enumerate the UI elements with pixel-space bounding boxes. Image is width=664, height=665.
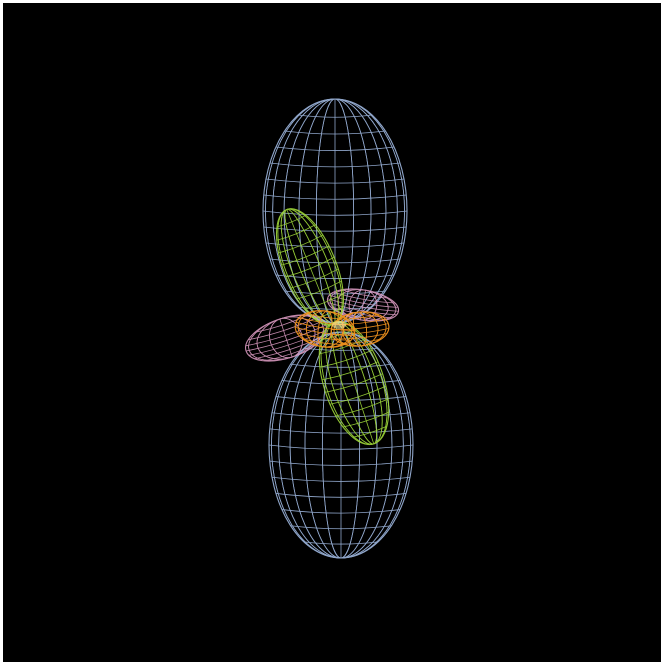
core-node [332, 321, 346, 329]
lower-lobe [268, 331, 414, 559]
orange-lobe-right [330, 311, 390, 347]
orbital-wireframe-view[interactable] [3, 3, 661, 662]
render-canvas[interactable] [3, 3, 661, 662]
